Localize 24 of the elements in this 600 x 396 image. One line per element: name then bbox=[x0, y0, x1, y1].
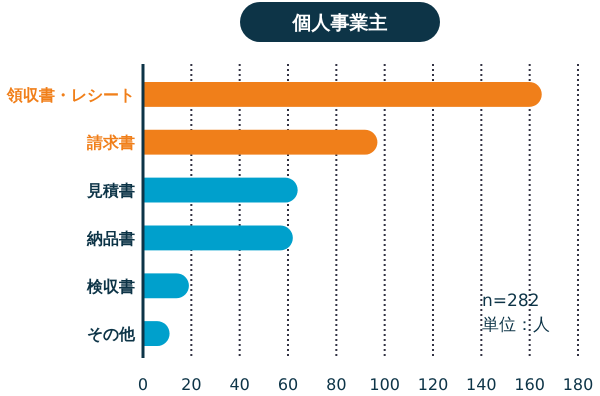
x-tick-label: 0 bbox=[138, 375, 148, 394]
bar bbox=[143, 273, 189, 298]
x-tick-label: 20 bbox=[181, 375, 202, 394]
y-tick-label: 請求書 bbox=[86, 133, 135, 152]
x-tick-label: 120 bbox=[418, 375, 448, 394]
x-tick-label: 60 bbox=[278, 375, 298, 394]
bar bbox=[143, 82, 542, 107]
bar bbox=[143, 225, 293, 250]
annotation: 単位：人 bbox=[482, 315, 550, 335]
x-tick-label: 80 bbox=[326, 375, 347, 394]
bar bbox=[143, 130, 378, 155]
y-tick-label: 領収書・レシート bbox=[6, 85, 135, 104]
y-tick-label: 納品書 bbox=[86, 228, 135, 248]
annotation: n=282 bbox=[482, 291, 540, 311]
y-tick-label: その他 bbox=[87, 324, 136, 344]
x-tick-label: 100 bbox=[369, 375, 400, 394]
chart-title: 個人事業主 bbox=[292, 12, 388, 34]
x-tick-label: 160 bbox=[514, 375, 545, 394]
x-tick-label: 40 bbox=[229, 375, 250, 394]
y-tick-label: 検収書 bbox=[86, 276, 135, 296]
x-tick-label: 180 bbox=[562, 375, 594, 394]
y-tick-label: 見積書 bbox=[86, 181, 135, 200]
bar bbox=[143, 178, 298, 203]
x-tick-label: 140 bbox=[466, 375, 497, 394]
